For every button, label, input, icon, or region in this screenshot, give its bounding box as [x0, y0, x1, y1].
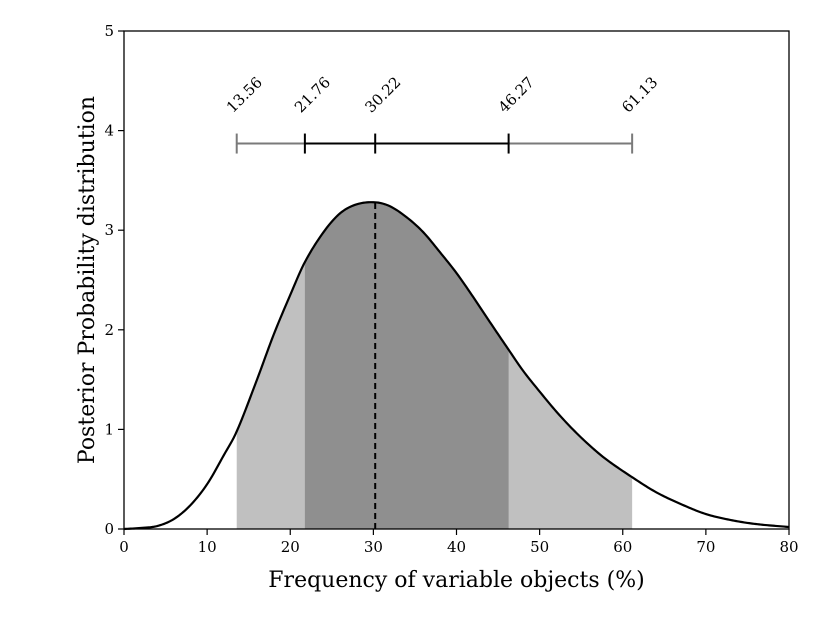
- x-tick-label: 20: [281, 538, 300, 556]
- y-tick-label: 2: [104, 321, 114, 339]
- x-tick-label: 70: [696, 538, 715, 556]
- x-tick-label: 60: [613, 538, 632, 556]
- y-tick-label: 0: [104, 520, 114, 538]
- error-bar-label: 30.22: [361, 73, 404, 116]
- y-tick-label: 3: [104, 221, 114, 239]
- inner-interval-area: [304, 202, 509, 529]
- error-bar-label: 61.13: [618, 73, 661, 116]
- x-tick-label: 80: [779, 538, 798, 556]
- axes: 0 10 20 30 40 50 60 70 80 0 1 2 3 4 5: [104, 22, 798, 556]
- error-bar-label: 21.76: [291, 73, 334, 116]
- x-tick-label: 50: [530, 538, 549, 556]
- y-axis-title: Posterior Probability distribution: [75, 96, 100, 464]
- error-bar-label: 46.27: [495, 73, 538, 116]
- x-tick-label: 10: [198, 538, 217, 556]
- plot-area: 13.56 21.76 30.22 46.27 61.13: [123, 73, 790, 531]
- y-tick-label: 5: [104, 22, 114, 40]
- x-tick-label: 30: [364, 538, 383, 556]
- y-tick-label: 1: [104, 420, 114, 438]
- x-tick-label: 0: [119, 538, 129, 556]
- y-tick-label: 4: [104, 122, 114, 140]
- x-tick-label: 40: [447, 538, 466, 556]
- error-bar-label: 13.56: [223, 73, 266, 116]
- posterior-curve: [123, 201, 790, 531]
- x-axis-title: Frequency of variable objects (%): [268, 568, 644, 593]
